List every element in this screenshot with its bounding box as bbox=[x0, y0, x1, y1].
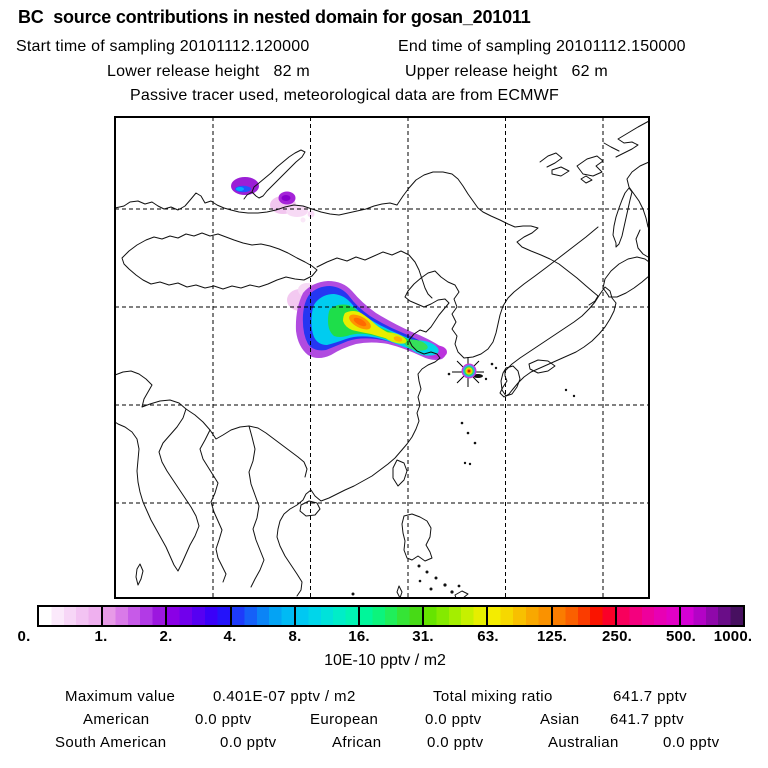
contribution-value-asian: 641.7 pptv bbox=[610, 711, 685, 728]
colorbar-tick: 2. bbox=[159, 628, 173, 645]
max-value: 0.401E-07 pptv / m2 bbox=[213, 688, 356, 705]
colorbar-tick: 31. bbox=[412, 628, 434, 645]
colorbar-segment bbox=[103, 607, 168, 625]
colorbar-tick: 125. bbox=[537, 628, 567, 645]
island-palawan bbox=[396, 585, 403, 599]
page-title: BC source contributions in nested domain… bbox=[18, 7, 531, 27]
contribution-value-african: 0.0 pptv bbox=[427, 734, 484, 751]
colorbar-segment bbox=[488, 607, 553, 625]
border-indochina-1 bbox=[185, 408, 308, 478]
coast-siberia-border bbox=[114, 192, 398, 216]
border-mongolia bbox=[121, 232, 318, 290]
island-hainan bbox=[299, 500, 321, 517]
border-amur bbox=[316, 250, 433, 299]
island-andaman bbox=[135, 563, 144, 586]
colorbar-segment bbox=[616, 607, 681, 625]
small-islands bbox=[351, 362, 576, 596]
colorbar-tick: 250. bbox=[602, 628, 632, 645]
coast-shelikhov bbox=[539, 152, 570, 177]
lake-baikal bbox=[243, 149, 306, 200]
colorbar-segment bbox=[39, 607, 104, 625]
contribution-label-south-american: South American bbox=[55, 734, 167, 751]
border-himalaya-myanmar bbox=[114, 370, 200, 572]
gridlines-group bbox=[115, 117, 649, 598]
colorbar-tick: 500. bbox=[666, 628, 696, 645]
island-taiwan bbox=[392, 459, 408, 487]
upper-release-label: Upper release height 62 m bbox=[405, 63, 608, 80]
colorbar-tick: 0. bbox=[17, 628, 31, 645]
coast-kamchatka bbox=[626, 161, 650, 258]
max-value-label: Maximum value bbox=[65, 688, 176, 705]
contribution-value-south-american: 0.0 pptv bbox=[220, 734, 277, 751]
coast-primorye-korea-china bbox=[276, 226, 599, 597]
contribution-label-american: American bbox=[83, 711, 150, 728]
colorbar-tick: 4. bbox=[223, 628, 237, 645]
border-indochina-2 bbox=[248, 425, 265, 588]
map-frame bbox=[114, 116, 650, 599]
contribution-value-european: 0.0 pptv bbox=[425, 711, 482, 728]
colorbar-tick: 1000. bbox=[713, 628, 753, 645]
contribution-label-asian: Asian bbox=[540, 711, 580, 728]
contribution-label-australian: Australian bbox=[548, 734, 619, 751]
coast-magadan-beak bbox=[576, 155, 604, 184]
border-indochina-3 bbox=[199, 429, 227, 583]
colorbar-tick: 63. bbox=[477, 628, 499, 645]
colorbar-tick: 8. bbox=[288, 628, 302, 645]
colorbar-segment bbox=[231, 607, 296, 625]
colorbar-segment bbox=[359, 607, 425, 625]
contribution-label-african: African bbox=[332, 734, 382, 751]
start-time-label: Start time of sampling 20101112.120000 bbox=[16, 38, 310, 55]
coastlines-group bbox=[114, 120, 650, 599]
coast-chukotka bbox=[603, 120, 650, 158]
colorbar-segment bbox=[295, 607, 360, 625]
island-hokkaido bbox=[602, 256, 650, 298]
contribution-value-australian: 0.0 pptv bbox=[663, 734, 720, 751]
coast-okhotsk bbox=[396, 171, 599, 306]
plume-main bbox=[287, 281, 447, 360]
plume-baikal-spots bbox=[231, 177, 315, 223]
colorbar-unit-label: 10E-10 pptv / m2 bbox=[324, 652, 446, 669]
total-ratio-label: Total mixing ratio bbox=[433, 688, 553, 705]
contribution-label-european: European bbox=[310, 711, 379, 728]
colorbar bbox=[37, 605, 745, 627]
lower-release-label: Lower release height 82 m bbox=[107, 63, 310, 80]
island-mindanao bbox=[454, 590, 469, 599]
island-honshu bbox=[499, 286, 617, 398]
tracer-note: Passive tracer used, meteorological data… bbox=[130, 87, 559, 104]
colorbar-segment bbox=[424, 607, 489, 625]
island-kyushu bbox=[500, 365, 521, 397]
colorbar-segment bbox=[167, 607, 232, 625]
colorbar-segment bbox=[680, 607, 744, 625]
receptor-star-marker bbox=[452, 357, 484, 387]
island-luzon bbox=[401, 513, 433, 562]
colorbar-segment bbox=[552, 607, 617, 625]
colorbar-tick: 1. bbox=[94, 628, 108, 645]
island-sakhalin bbox=[612, 187, 633, 248]
island-shikoku bbox=[528, 359, 556, 374]
colorbar-tick: 16. bbox=[348, 628, 370, 645]
total-ratio-value: 641.7 pptv bbox=[613, 688, 688, 705]
end-time-label: End time of sampling 20101112.150000 bbox=[398, 38, 686, 55]
contribution-value-american: 0.0 pptv bbox=[195, 711, 252, 728]
